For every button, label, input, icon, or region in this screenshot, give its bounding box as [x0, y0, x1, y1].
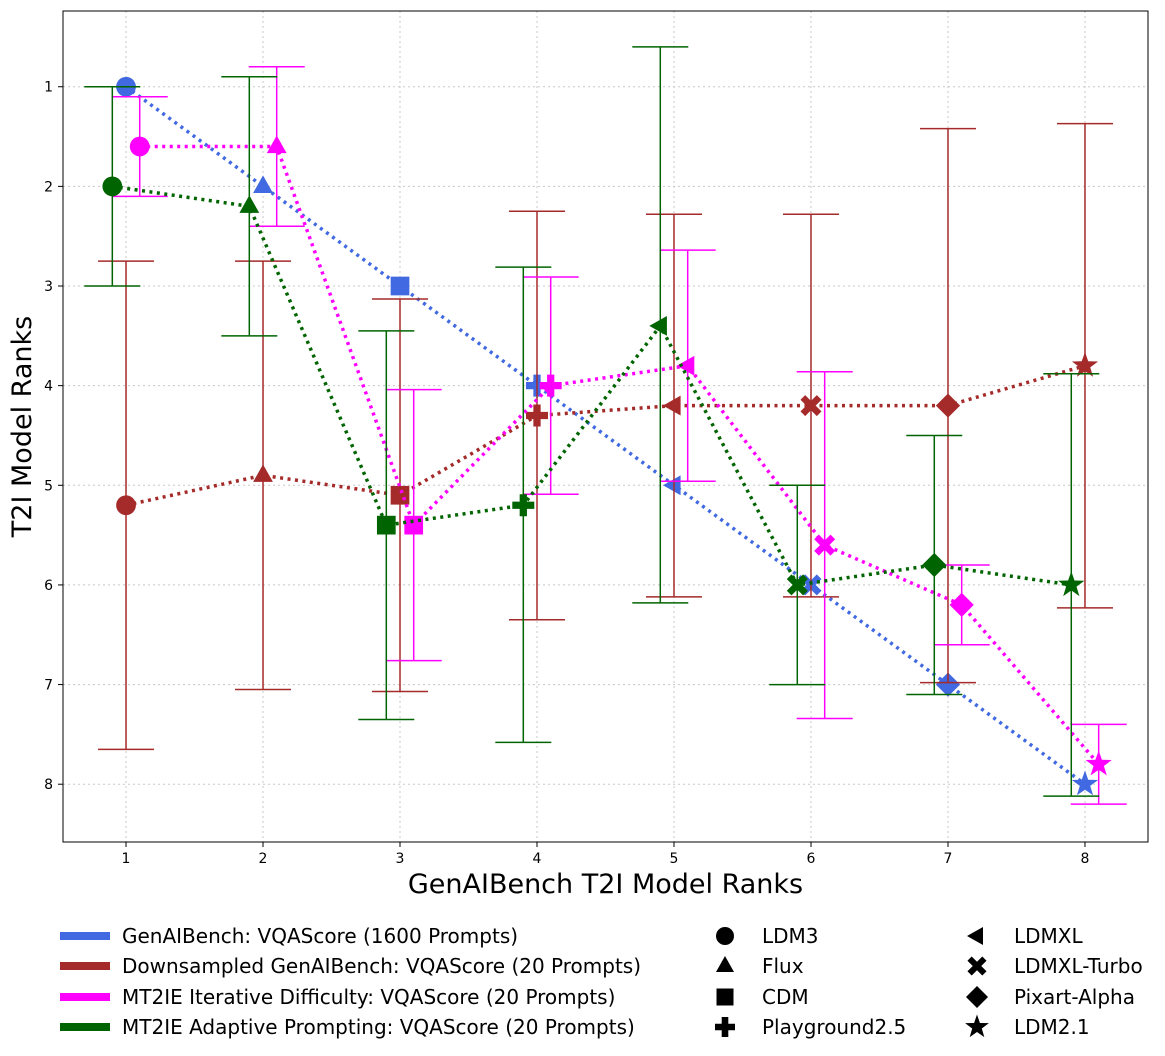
- series-mt2ie-adaptive-prompting-vqascore-20-prompts: [84, 46, 1100, 797]
- x-tick-label-1: 1: [122, 851, 131, 867]
- point-ldmxl: [662, 475, 681, 496]
- legend-label: Pixart-Alpha: [1014, 985, 1135, 1009]
- legend-label: GenAIBench: VQAScore (1600 Prompts): [122, 924, 518, 948]
- legend-swatch: [60, 932, 110, 940]
- y-tick-label-7: 7: [44, 678, 53, 694]
- x-tick-label-8: 8: [1081, 851, 1090, 867]
- point-ldm2-1: [1058, 571, 1085, 597]
- legend-marker-x: [967, 956, 987, 976]
- legend-model-flux: Flux: [716, 954, 804, 978]
- legend-series-downsampled-genaibench-vqascore-20-prompts: Downsampled GenAIBench: VQAScore (20 Pro…: [60, 954, 641, 978]
- point-cdm: [376, 515, 396, 535]
- legend-marker-square: [716, 988, 734, 1006]
- point-playground2-5: [512, 494, 535, 517]
- x-tick-label-4: 4: [533, 851, 542, 867]
- series-line-mt2ie-iterative-difficulty-vqascore-20-prompts: [139, 144, 1101, 766]
- legend-swatch: [60, 993, 110, 1001]
- point-ldm2-1: [1071, 352, 1099, 377]
- point-pixart-alpha: [935, 393, 961, 418]
- legend-model-ldmxl: LDMXL: [967, 924, 1084, 948]
- y-axis-label: T2I Model Ranks: [7, 316, 38, 538]
- legend: GenAIBench: VQAScore (1600 Prompts) Downs…: [60, 924, 1143, 1039]
- legend-label: MT2IE Iterative Difficulty: VQAScore (20…: [122, 985, 615, 1009]
- x-tick-label-3: 3: [396, 851, 405, 867]
- y-tick-label-1: 1: [44, 80, 53, 96]
- legend-model-ldmxl-turbo: LDMXL-Turbo: [967, 954, 1143, 978]
- point-playground2-5: [526, 404, 549, 427]
- x-tick-label-2: 2: [259, 851, 268, 867]
- series-line-genaibench-vqascore-1600-prompts: [124, 85, 1087, 786]
- legend-marker-triangle-up: [716, 956, 734, 972]
- legend-marker-x-shape: [967, 956, 987, 976]
- legend-label: LDM3: [762, 924, 819, 948]
- legend-marker-star: [965, 1014, 989, 1038]
- series-line-downsampled-genaibench-vqascore-20-prompts: [125, 364, 1086, 507]
- legend-swatch: [60, 962, 110, 970]
- point-ldmxl-turbo: [800, 395, 822, 417]
- point-ldm2-1: [1071, 770, 1099, 796]
- legend-label: CDM: [762, 985, 809, 1009]
- series-line-mt2ie-adaptive-prompting-vqascore-20-prompts: [112, 184, 1072, 587]
- point-flux: [253, 175, 273, 193]
- point-ldmxl-turbo-shape: [800, 395, 822, 417]
- legend-model-ldm3: LDM3: [716, 924, 819, 948]
- legend-model-pixart-alpha: Pixart-Alpha: [966, 985, 1135, 1009]
- legend-label: Flux: [762, 954, 804, 978]
- point-flux: [266, 135, 287, 154]
- point-cdm: [390, 485, 410, 505]
- x-tick-label-5: 5: [670, 851, 679, 867]
- x-axis-label: GenAIBench T2I Model Ranks: [408, 869, 803, 900]
- point-flux: [253, 464, 273, 482]
- point-flux: [239, 195, 260, 213]
- point-ldmxl: [662, 395, 681, 416]
- point-ldm3: [116, 495, 136, 516]
- point-ldmxl-turbo-shape: [786, 574, 808, 596]
- point-ldmxl: [649, 315, 667, 336]
- point-ldmxl-turbo: [814, 534, 836, 556]
- x-tick-label-7: 7: [944, 851, 953, 867]
- legend-series-mt2ie-adaptive-prompting-vqascore-20-prompts: MT2IE Adaptive Prompting: VQAScore (20 P…: [60, 1015, 635, 1039]
- point-ldm3: [129, 136, 150, 157]
- y-tick-label-2: 2: [44, 179, 53, 195]
- point-cdm: [390, 276, 410, 296]
- y-tick-label-8: 8: [44, 777, 53, 793]
- axis-ticks: 1 2 3 4 5 6 7 8 1 2 3 4 5 6 7 8: [44, 80, 1089, 867]
- legend-model-ldm2-1: LDM2.1: [965, 1014, 1090, 1039]
- legend-label: Downsampled GenAIBench: VQAScore (20 Pro…: [122, 954, 641, 978]
- point-pixart-alpha: [935, 672, 961, 697]
- legend-label: MT2IE Adaptive Prompting: VQAScore (20 P…: [122, 1015, 635, 1039]
- y-tick-label-3: 3: [44, 279, 53, 295]
- legend-label: LDM2.1: [1014, 1015, 1090, 1039]
- legend-marker-triangle-left: [967, 927, 983, 945]
- x-tick-label-6: 6: [807, 851, 816, 867]
- point-ldmxl: [676, 355, 695, 376]
- series-downsampled-genaibench-vqascore-20-prompts: [98, 122, 1113, 751]
- point-pixart-alpha: [949, 592, 974, 617]
- point-ldmxl-turbo-shape: [814, 534, 836, 556]
- point-playground2-5: [539, 374, 562, 397]
- series-mt2ie-iterative-difficulty-vqascore-20-prompts: [111, 66, 1127, 805]
- point-pixart-alpha: [922, 552, 947, 578]
- legend-marker-circle: [716, 927, 734, 945]
- legend-label: Playground2.5: [762, 1015, 906, 1039]
- legend-model-cdm: CDM: [716, 985, 809, 1009]
- legend-series-genaibench-vqascore-1600-prompts: GenAIBench: VQAScore (1600 Prompts): [60, 924, 518, 948]
- point-ldm2-1: [1085, 750, 1112, 776]
- y-tick-label-4: 4: [44, 379, 53, 395]
- y-tick-label-6: 6: [44, 578, 53, 594]
- legend-swatch: [60, 1023, 110, 1031]
- legend-model-playground2-5: Playground2.5: [715, 1015, 906, 1039]
- plot-frame: [62, 10, 1149, 843]
- legend-series-mt2ie-iterative-difficulty-vqascore-20-prompts: MT2IE Iterative Difficulty: VQAScore (20…: [60, 985, 615, 1009]
- legend-label: LDMXL: [1014, 924, 1084, 948]
- y-tick-label-5: 5: [44, 478, 53, 494]
- point-ldm3: [102, 176, 123, 197]
- legend-label: LDMXL-Turbo: [1014, 954, 1143, 978]
- point-ldmxl-turbo: [786, 574, 808, 596]
- legend-marker-plus: [715, 1017, 735, 1037]
- legend-marker-diamond: [966, 986, 988, 1008]
- series-layer: [84, 46, 1127, 805]
